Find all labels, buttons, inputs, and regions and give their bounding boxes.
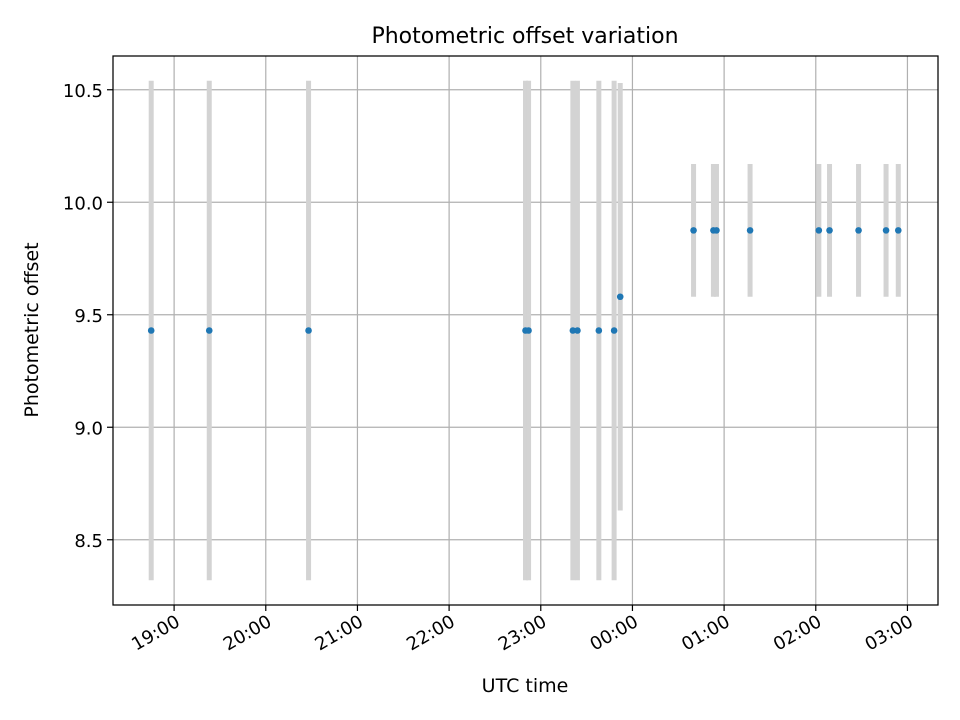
data-point — [713, 227, 720, 234]
data-point — [305, 327, 312, 334]
plot-area-frame — [112, 55, 939, 606]
data-point — [746, 227, 754, 234]
data-point — [595, 327, 603, 334]
data-point — [826, 227, 833, 234]
data-point — [569, 327, 577, 334]
data-point — [147, 327, 155, 334]
data-point — [855, 227, 862, 234]
data-point — [616, 293, 624, 301]
y-tick-label: 9.5 — [74, 306, 103, 327]
data-point — [882, 227, 890, 234]
y-tick-label: 9.0 — [74, 418, 103, 439]
y-tick-label: 8.5 — [74, 531, 103, 552]
y-tick-label: 10.0 — [63, 193, 103, 214]
data-point — [894, 227, 902, 234]
y-axis-label: Photometric offset — [21, 242, 43, 417]
chart-title: Photometric offset variation — [371, 24, 678, 49]
data-point — [525, 327, 532, 334]
y-tick-label: 10.5 — [63, 81, 103, 102]
data-point — [610, 327, 618, 334]
data-point — [574, 327, 581, 334]
data-points — [147, 227, 902, 334]
data-point — [690, 227, 697, 234]
data-point — [815, 227, 823, 234]
data-point — [205, 327, 213, 334]
x-axis-label: UTC time — [482, 675, 569, 697]
y-axis-ticks: 8.5 9.0 9.5 10.0 10.5 — [63, 81, 113, 552]
